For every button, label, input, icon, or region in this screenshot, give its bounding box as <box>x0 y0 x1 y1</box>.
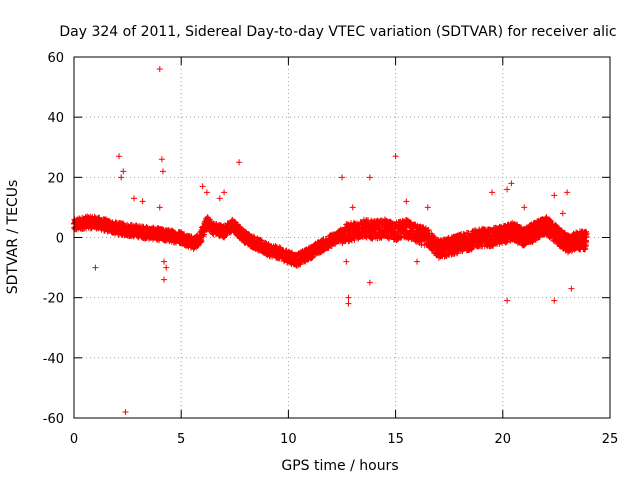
y-tick-label: 60 <box>47 51 64 66</box>
x-tick-label: 5 <box>177 432 185 447</box>
data-point <box>258 238 265 245</box>
outlier-point <box>559 210 566 217</box>
outlier-point <box>236 159 243 166</box>
y-tick-label: 0 <box>56 232 64 247</box>
data-points <box>71 66 590 415</box>
x-tick-label: 25 <box>602 432 619 447</box>
outlier-point <box>414 258 421 265</box>
y-tick-label: 40 <box>47 111 64 126</box>
data-point <box>581 237 588 244</box>
x-tick-label: 15 <box>387 432 404 447</box>
outlier-point <box>131 195 138 202</box>
outlier-point <box>199 183 206 190</box>
outlier-point <box>216 195 223 202</box>
y-tick-label: -20 <box>43 292 64 307</box>
outlier-point <box>159 168 166 175</box>
outlier-point <box>161 258 168 265</box>
outlier-point <box>521 204 528 211</box>
data-point <box>583 233 590 240</box>
x-tick-label: 10 <box>280 432 297 447</box>
outlier-point <box>92 264 99 271</box>
data-point <box>547 218 554 225</box>
x-axis-label: GPS time / hours <box>281 458 398 474</box>
chart-title: Day 324 of 2011, Sidereal Day-to-day VTE… <box>59 24 616 40</box>
outlier-point <box>163 264 170 271</box>
outlier-point <box>403 198 410 205</box>
data-point <box>429 232 436 239</box>
outlier-point <box>221 189 228 196</box>
y-tick-label: -60 <box>43 412 64 427</box>
y-tick-label: -40 <box>43 352 64 367</box>
outlier-point <box>343 258 350 265</box>
axis-ticks: 0 5 10 15 20 25 -60 -40 -20 0 20 40 60 <box>43 51 619 447</box>
outlier-point <box>489 189 496 196</box>
outlier-point <box>568 285 575 292</box>
outlier-point <box>156 204 163 211</box>
outlier-point <box>139 198 146 205</box>
y-tick-label: 20 <box>47 171 64 186</box>
y-axis-label: SDTVAR / TECUs <box>5 180 21 295</box>
data-point <box>201 228 208 235</box>
outlier-point <box>339 174 345 181</box>
outlier-point <box>116 153 123 160</box>
outlier-point <box>156 66 163 73</box>
outlier-point <box>349 204 356 211</box>
outlier-point <box>392 153 399 160</box>
outlier-point <box>564 189 571 196</box>
x-tick-label: 20 <box>495 432 512 447</box>
data-point <box>198 237 205 244</box>
outlier-point <box>118 174 125 181</box>
outlier-point <box>366 279 373 286</box>
data-point <box>397 234 404 241</box>
outlier-point <box>122 408 129 415</box>
outlier-point <box>158 156 165 163</box>
outlier-point <box>504 297 511 304</box>
outlier-point <box>551 297 558 304</box>
outlier-point <box>120 168 127 175</box>
outlier-point <box>203 189 210 196</box>
outlier-point <box>161 276 168 283</box>
outlier-point <box>504 186 511 193</box>
outlier-point <box>551 192 558 199</box>
outlier-point <box>366 174 373 181</box>
x-tick-label: 0 <box>70 432 78 447</box>
outlier-point <box>508 180 515 187</box>
outlier-point <box>345 300 352 307</box>
data-point <box>529 238 536 245</box>
outlier-point <box>424 204 431 211</box>
outlier-point <box>345 294 352 301</box>
data-point <box>324 245 331 252</box>
